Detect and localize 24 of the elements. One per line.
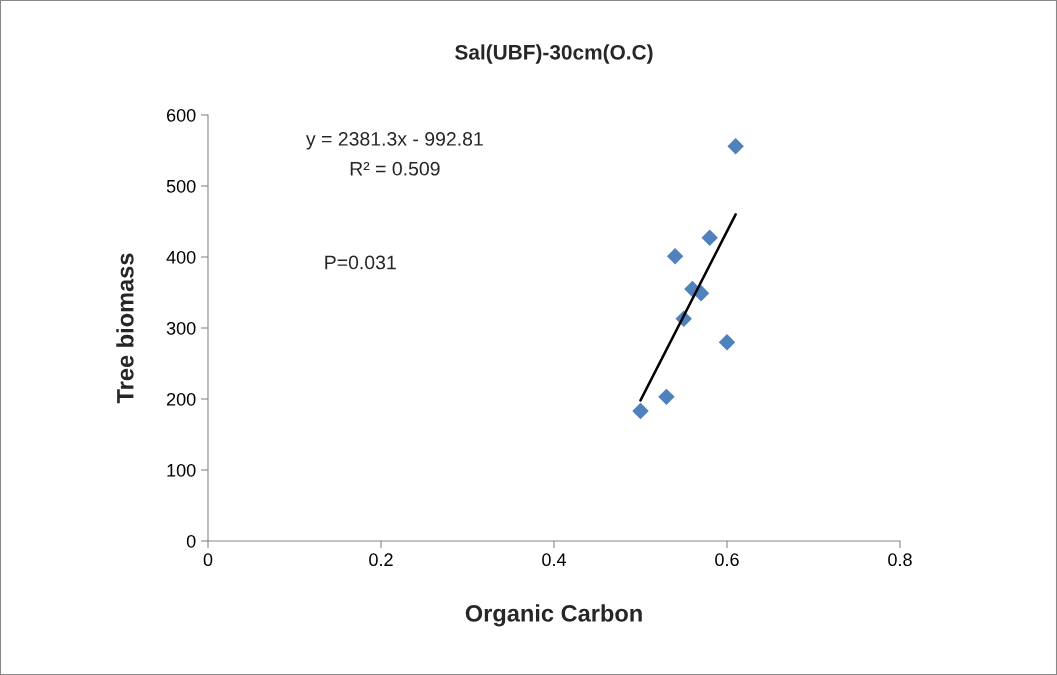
x-tick-label: 0.2 xyxy=(369,553,393,567)
point xyxy=(658,388,675,406)
y-tick-label: 400 xyxy=(166,250,196,264)
y-tick-label: 500 xyxy=(166,179,196,193)
y-axis-title: Tree biomass xyxy=(116,253,134,404)
y-tick-label: 200 xyxy=(166,392,196,406)
point xyxy=(727,138,744,155)
point xyxy=(701,229,718,247)
chart-title: Sal(UBF)-30cm(O.C) xyxy=(455,44,653,64)
point xyxy=(632,402,649,420)
x-axis-title: Organic Carbon xyxy=(465,604,642,627)
annotation: y = 2381.3x - 992.81 xyxy=(305,132,483,150)
point xyxy=(718,333,736,351)
y-tick-label: 300 xyxy=(166,321,196,335)
annotation: P=0.031 xyxy=(325,255,396,270)
x-tick-label: 0.8 xyxy=(888,553,912,567)
x-tick-label: 0 xyxy=(203,553,213,567)
x-tick-label: 0.4 xyxy=(542,553,567,567)
y-tick-label: 600 xyxy=(166,108,196,122)
annotation: R² = 0.509 xyxy=(350,161,440,176)
y-tick-label: 100 xyxy=(167,463,196,477)
point xyxy=(666,248,684,265)
y-tick-label: 0 xyxy=(186,534,196,548)
x-tick-label: 0.6 xyxy=(715,553,739,567)
